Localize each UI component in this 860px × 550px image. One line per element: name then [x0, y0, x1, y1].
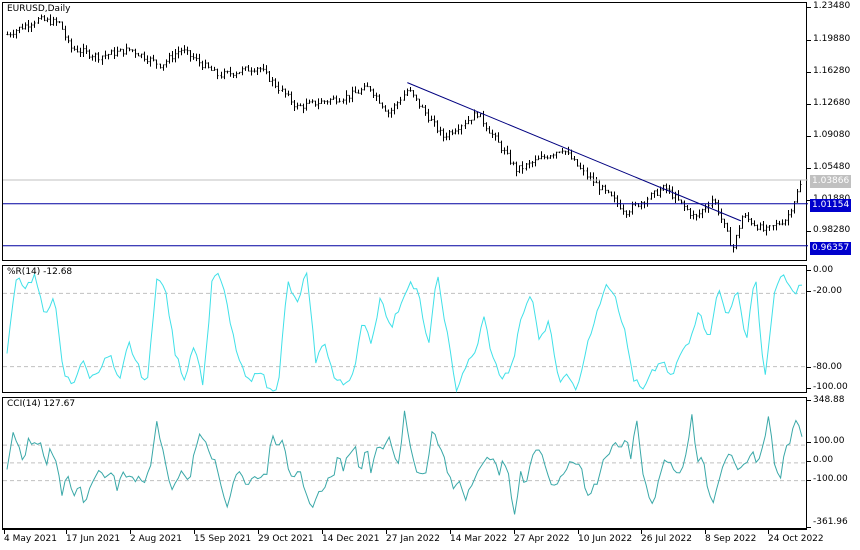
price-axis-tick	[807, 40, 811, 41]
cci-axis-tick	[807, 442, 811, 443]
time-axis-tick	[705, 529, 706, 534]
time-axis-label: 24 Oct 2022	[768, 534, 824, 544]
time-axis-line	[2, 529, 807, 530]
price-axis-label: 1.05480	[813, 162, 851, 172]
price-axis-label: 1.16280	[813, 66, 851, 76]
price-axis-label: 0.98280	[813, 225, 851, 235]
cci-pane[interactable]: CCI(14) 127.67	[2, 397, 808, 529]
cci-plot	[3, 410, 808, 515]
price-axis-tick	[807, 136, 811, 137]
cci-axis-tick	[807, 461, 811, 462]
wpr-axis-label: -80.00	[813, 362, 843, 372]
time-axis-tick	[4, 529, 5, 534]
time-axis-tick	[514, 529, 515, 534]
price-bars-plot	[3, 14, 808, 253]
cci-axis-label: -361.96	[813, 517, 848, 527]
time-axis-label: 27 Apr 2022	[514, 534, 570, 544]
lower-level-price-tag: 0.96357	[810, 242, 852, 255]
time-axis-label: 27 Jan 2022	[386, 534, 440, 544]
time-axis-label: 8 Sep 2022	[705, 534, 757, 544]
wpr-axis-tick	[807, 291, 811, 292]
price-axis-tick	[807, 200, 811, 201]
time-axis-label: 17 Jun 2021	[66, 534, 121, 544]
time-axis-tick	[322, 529, 323, 534]
bid-price-tag: 1.03866	[810, 175, 852, 188]
time-axis-tick	[130, 529, 131, 534]
time-axis-tick	[66, 529, 67, 534]
time-axis-tick	[194, 529, 195, 534]
price-axis-label: 1.23480	[813, 1, 851, 11]
wpr-axis-label: -20.00	[813, 286, 843, 296]
cci-axis-tick	[807, 400, 811, 401]
price-axis-tick	[807, 104, 811, 105]
time-axis-label: 10 Jun 2022	[578, 534, 633, 544]
time-axis-label: 4 May 2021	[4, 534, 57, 544]
indicator-line	[6, 271, 803, 393]
wpr-axis-tick	[807, 270, 811, 271]
williams-r-plot	[3, 271, 808, 393]
cci-title: CCI(14) 127.67	[7, 399, 76, 409]
price-axis-label: 1.19880	[813, 34, 851, 44]
time-axis-label: 2 Aug 2021	[130, 534, 182, 544]
cci-axis-tick	[807, 480, 811, 481]
indicator-line	[6, 410, 803, 515]
williams-r-pane[interactable]: %R(14) -12.68	[2, 265, 808, 393]
wpr-axis-tick	[807, 388, 811, 389]
time-axis-label: 14 Dec 2021	[322, 534, 380, 544]
time-axis-tick	[578, 529, 579, 534]
price-chart-title: EURUSD,Daily	[7, 4, 71, 14]
time-axis-label: 26 Jul 2022	[641, 534, 692, 544]
time-axis-tick	[450, 529, 451, 534]
cci-axis-label: -100.00	[813, 474, 848, 484]
price-chart-pane[interactable]: EURUSD,Daily	[2, 2, 808, 261]
cci-axis-label: 0.00	[813, 455, 834, 465]
wpr-axis-tick	[807, 367, 811, 368]
time-axis-label: 15 Sep 2021	[194, 534, 252, 544]
wpr-axis-label: 0.00	[813, 265, 834, 275]
time-axis-tick	[386, 529, 387, 534]
time-axis-label: 29 Oct 2021	[258, 534, 314, 544]
wpr-axis-label: -100.00	[813, 382, 848, 392]
time-axis-tick	[768, 529, 769, 534]
trendline	[407, 82, 742, 222]
williams-r-title: %R(14) -12.68	[7, 267, 73, 277]
price-axis-tick	[807, 72, 811, 73]
cci-axis-tick	[807, 527, 811, 528]
price-axis-label: 1.12680	[813, 98, 851, 108]
time-axis-label: 14 Mar 2022	[450, 534, 508, 544]
price-axis-tick	[807, 168, 811, 169]
cci-axis-label: 100.00	[813, 436, 845, 446]
cci-axis-label: 348.88	[813, 395, 845, 405]
price-axis-tick	[807, 231, 811, 232]
time-axis-tick	[641, 529, 642, 534]
time-axis-tick	[258, 529, 259, 534]
price-axis-tick	[807, 7, 811, 8]
price-axis-label: 1.09080	[813, 130, 851, 140]
upper-level-price-tag: 1.01154	[810, 199, 852, 212]
